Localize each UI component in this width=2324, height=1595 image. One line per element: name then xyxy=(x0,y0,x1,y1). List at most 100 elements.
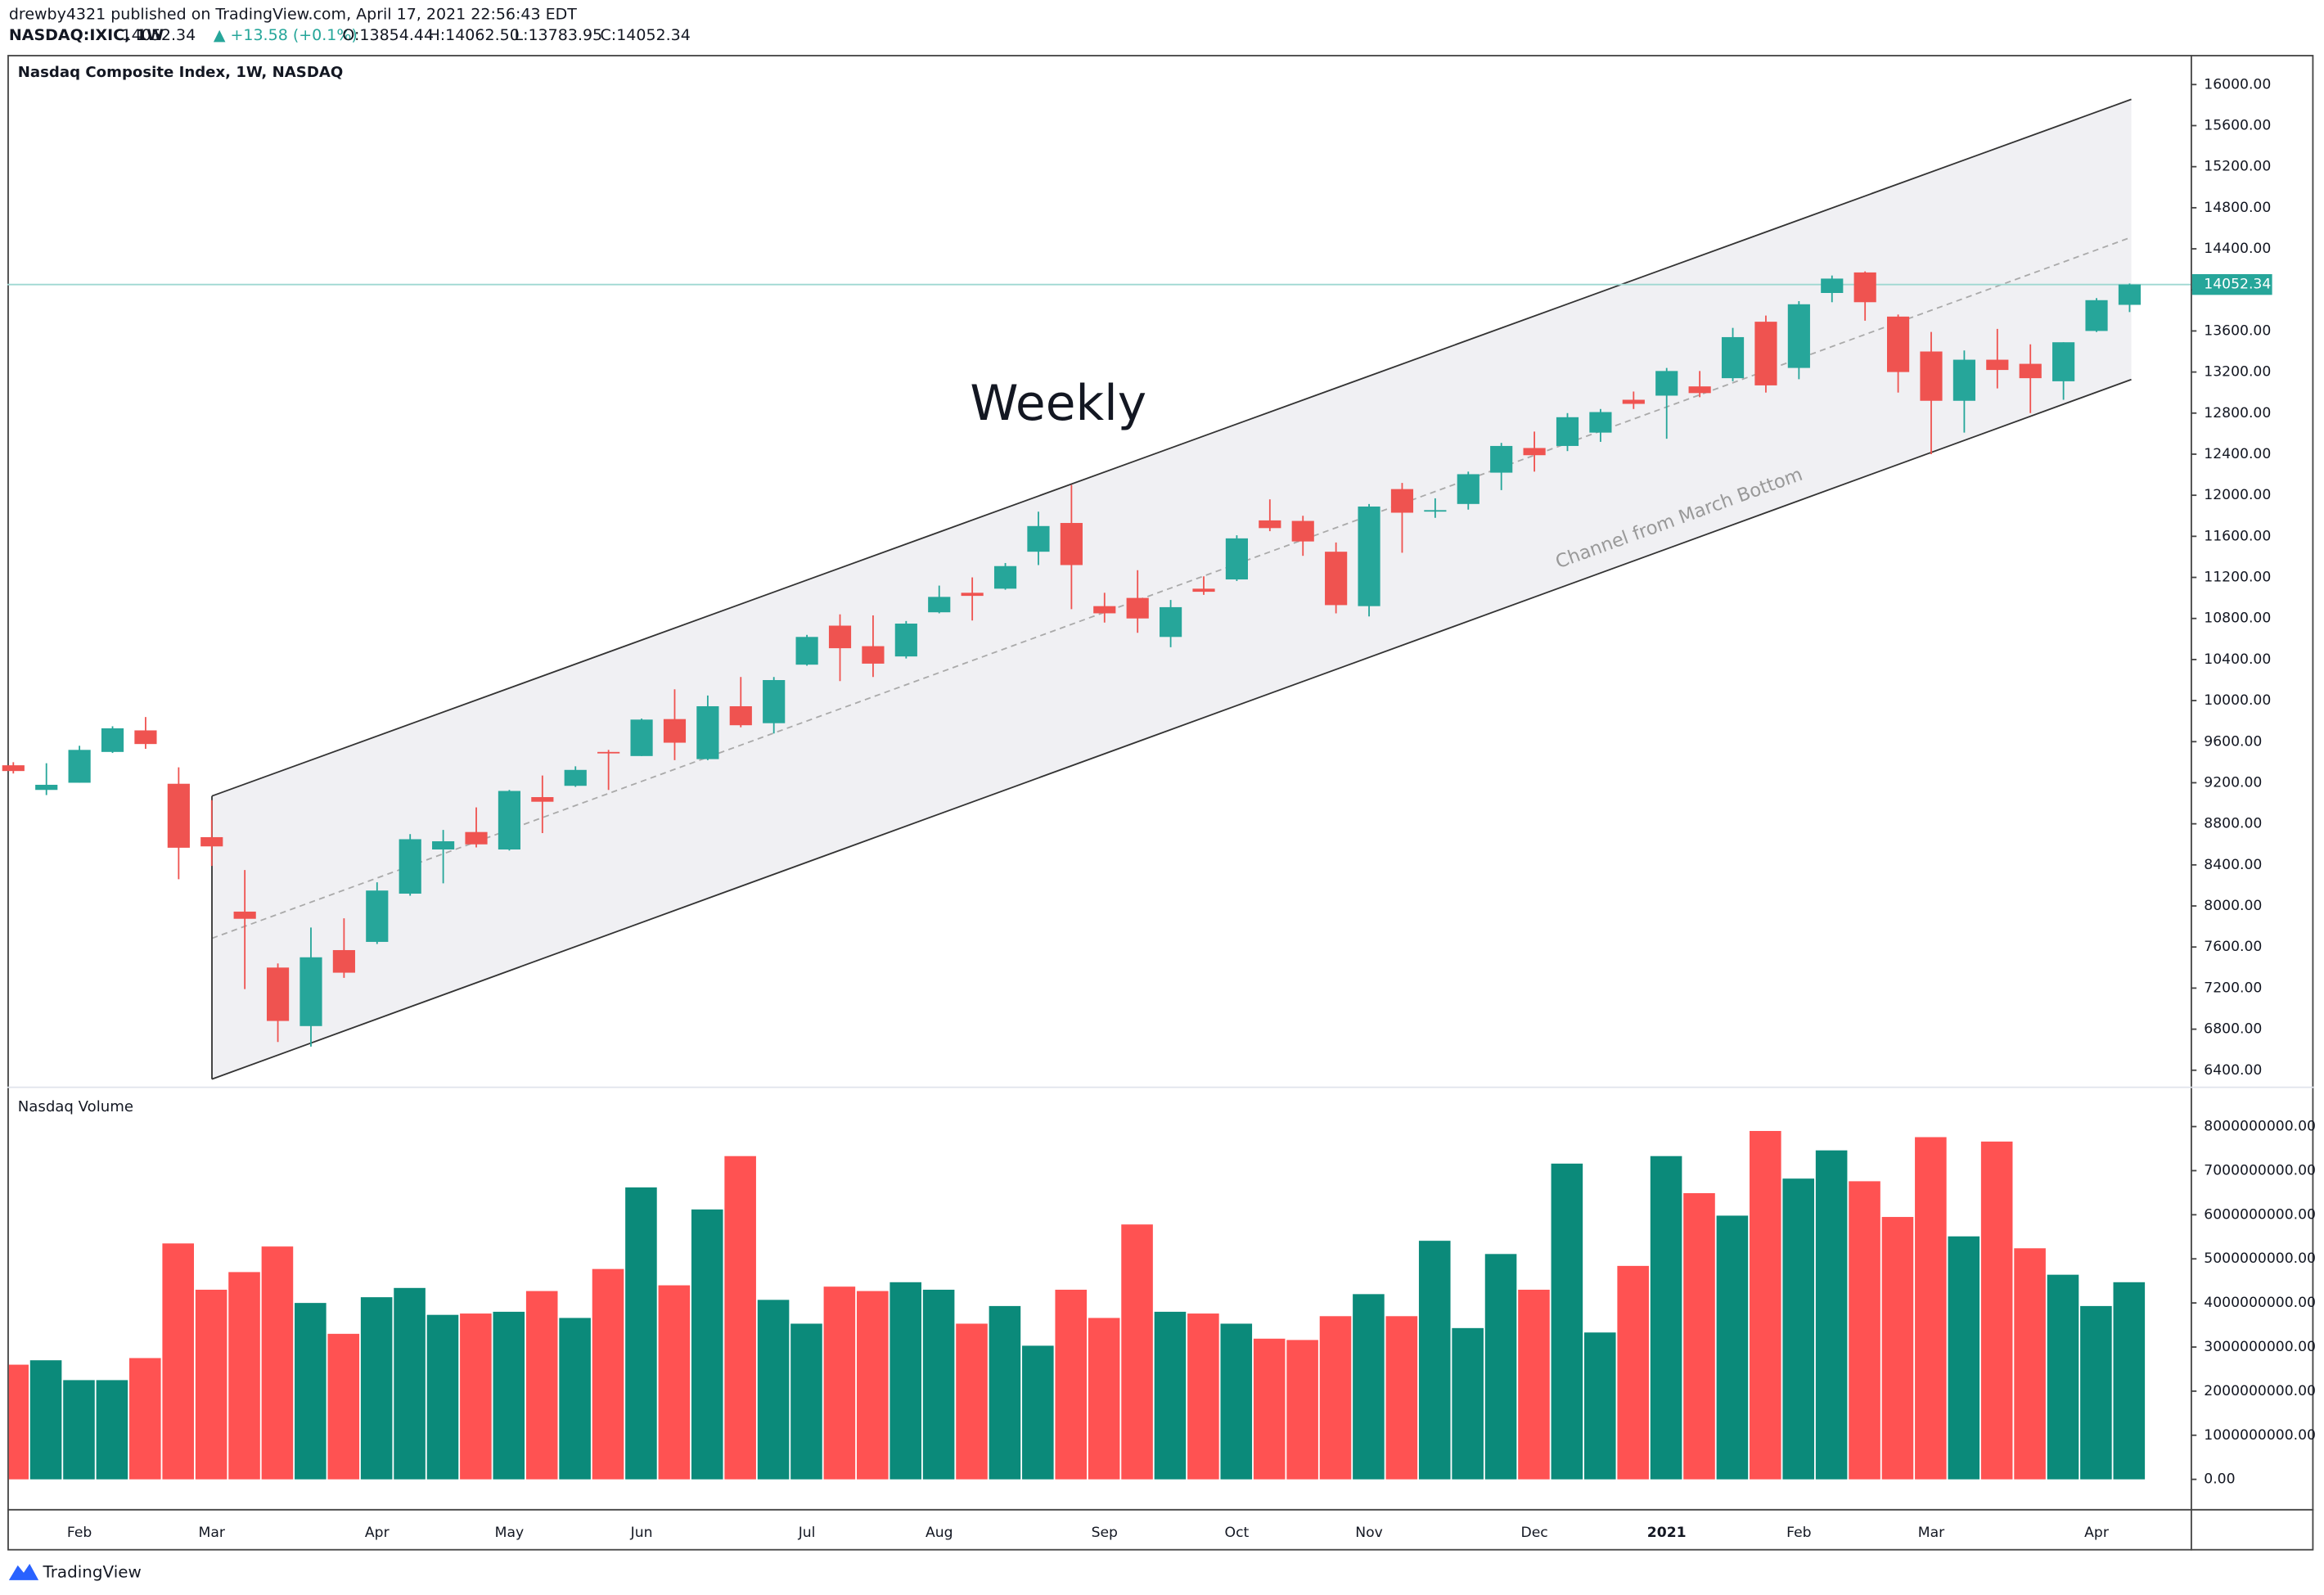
volume-bar xyxy=(1948,1236,1980,1480)
volume-bar xyxy=(625,1187,657,1480)
y-tick-label: 6000000000.00 xyxy=(2204,1206,2316,1223)
candle-body xyxy=(1490,445,1513,473)
candle-body xyxy=(498,791,521,850)
candle-body xyxy=(1457,474,1480,504)
y-tick-label: 3000000000.00 xyxy=(2204,1339,2316,1355)
x-tick-label: Jun xyxy=(630,1525,653,1541)
logo: TradingView xyxy=(8,1562,142,1581)
volume-bar xyxy=(96,1380,128,1480)
ohlc-value: C:14052.34 xyxy=(601,26,691,44)
volume-bar xyxy=(1154,1311,1187,1480)
candle-body xyxy=(2019,363,2042,379)
candle-body xyxy=(1160,606,1182,638)
candle-body xyxy=(1358,506,1380,606)
x-tick-label: Jul xyxy=(798,1525,816,1541)
candle-body xyxy=(68,750,91,783)
volume-bar xyxy=(1055,1289,1088,1480)
annotation: Weekly xyxy=(970,376,1146,432)
x-tick-label: Aug xyxy=(926,1525,953,1541)
y-tick-label: 14800.00 xyxy=(2204,200,2271,216)
volume-bar xyxy=(922,1289,955,1480)
volume-bar xyxy=(2113,1282,2146,1480)
y-tick-label: 9600.00 xyxy=(2204,733,2262,750)
volume-bar xyxy=(1088,1318,1120,1480)
candle-body xyxy=(1093,606,1116,614)
volume-bar xyxy=(1583,1332,1616,1480)
volume-bar xyxy=(1683,1192,1715,1480)
symbol: NASDAQ:IXIC, 1W xyxy=(9,26,164,44)
volume-bar xyxy=(394,1287,426,1480)
ohlc-value: O:13854.44 xyxy=(342,26,434,44)
volume-bar xyxy=(559,1318,591,1480)
ohlc-header: O:13854.44H:14062.50L:13783.95C:14052.34 xyxy=(342,26,690,44)
volume-bar xyxy=(63,1380,95,1480)
x-tick-label: Mar xyxy=(199,1525,226,1541)
y-tick-label: 12000.00 xyxy=(2204,487,2271,503)
last-price-label: 14052.34 xyxy=(2204,277,2271,293)
volume-bar xyxy=(460,1313,492,1480)
volume-bar xyxy=(1551,1163,1583,1480)
volume-bar xyxy=(1353,1294,1385,1480)
logo-icon xyxy=(8,1563,39,1580)
x-tick-label: Feb xyxy=(1786,1525,1811,1541)
candle-body xyxy=(1192,588,1215,592)
y-tick-label: 1000000000.00 xyxy=(2204,1427,2316,1444)
last-price-badge xyxy=(2191,273,2272,295)
y-tick-label: 11600.00 xyxy=(2204,528,2271,544)
candle-body xyxy=(1424,510,1447,512)
y-tick-label: 12800.00 xyxy=(2204,405,2271,421)
volume-bar xyxy=(426,1314,459,1480)
volume-bar xyxy=(790,1323,822,1480)
volume-bar xyxy=(1121,1224,1153,1480)
brand: TradingView xyxy=(43,1562,142,1581)
channel-upper xyxy=(211,98,2132,797)
candle-body xyxy=(630,719,653,756)
volume-bar xyxy=(29,1360,62,1480)
y-tick-label: 9200.00 xyxy=(2204,774,2262,791)
volume-bar xyxy=(1253,1338,1286,1480)
candle-body xyxy=(1655,371,1678,396)
y-tick-label: 13200.00 xyxy=(2204,364,2271,381)
y-tick-label: 14400.00 xyxy=(2204,241,2271,257)
x-tick-label: Dec xyxy=(1520,1525,1547,1541)
volume-title: Nasdaq Volume xyxy=(18,1098,133,1115)
y-tick-label: 4000000000.00 xyxy=(2204,1295,2316,1311)
y-tick-label: 6400.00 xyxy=(2204,1062,2262,1079)
candle-body xyxy=(564,769,587,786)
volume-bar xyxy=(956,1323,988,1480)
candle-body xyxy=(1126,597,1149,619)
candle-body xyxy=(399,839,421,894)
candle-body xyxy=(366,890,389,942)
volume-bar xyxy=(724,1156,756,1480)
candle-body xyxy=(1787,304,1810,368)
volume-bar xyxy=(493,1311,525,1480)
volume-bar xyxy=(989,1305,1021,1480)
volume-bar xyxy=(1418,1241,1451,1480)
volume-bar xyxy=(2080,1305,2112,1480)
candle-body xyxy=(2085,300,2108,331)
candle-body xyxy=(332,949,355,973)
candle-body xyxy=(2,765,25,772)
candle-body xyxy=(894,623,917,657)
volume-bar xyxy=(1286,1340,1318,1480)
candle-body xyxy=(828,625,852,649)
candle-body xyxy=(1027,525,1050,552)
volume-bar xyxy=(1518,1289,1550,1480)
volume-bar xyxy=(1849,1181,1880,1480)
candle-body xyxy=(1556,417,1579,446)
volume-bar xyxy=(1187,1313,1219,1480)
y-tick-label: 8400.00 xyxy=(2204,857,2262,873)
volume-bar xyxy=(823,1286,856,1480)
volume-bar xyxy=(1220,1323,1253,1480)
volume-bar xyxy=(360,1297,393,1480)
volume-bar xyxy=(2047,1274,2079,1480)
volume-bar xyxy=(327,1333,360,1480)
volume-bar xyxy=(162,1243,194,1480)
candle-body xyxy=(2118,284,2142,305)
candle-body xyxy=(928,597,951,613)
candle-body xyxy=(1291,520,1314,542)
candle-body xyxy=(763,679,786,723)
candle-body xyxy=(200,836,223,847)
x-tick-label: Apr xyxy=(365,1525,390,1541)
candle-body xyxy=(696,705,719,759)
